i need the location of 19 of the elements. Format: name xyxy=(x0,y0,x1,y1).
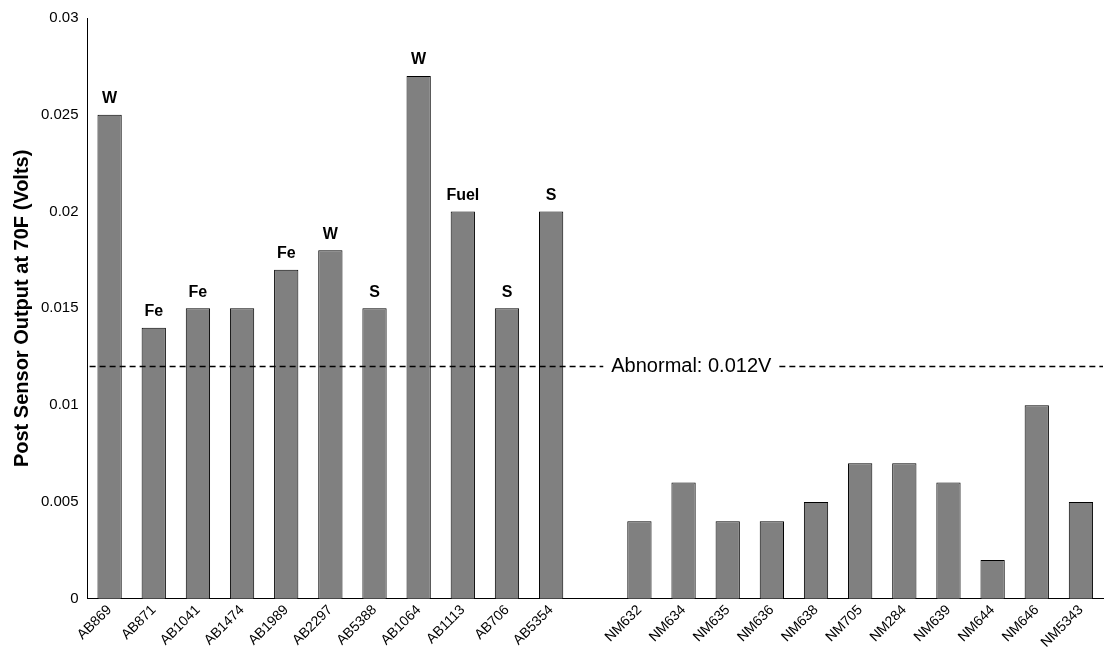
annotation: W xyxy=(102,89,119,107)
annotation: S xyxy=(545,185,557,203)
y-tick-label: 0.025 xyxy=(40,104,79,122)
annotation: S xyxy=(501,282,513,300)
annotation: Fe xyxy=(188,282,208,300)
ref-line-label: Abnormal: 0.012V xyxy=(611,353,773,376)
y-tick-label: 0.015 xyxy=(40,298,79,316)
annotation: Fe xyxy=(276,244,296,262)
annotation: W xyxy=(411,50,428,68)
y-tick-label: 0.005 xyxy=(40,492,79,510)
y-tick-label: 0.03 xyxy=(49,8,79,26)
y-tick-label: 0.02 xyxy=(49,201,79,219)
annotation: Fe xyxy=(144,302,164,320)
annotation: Fuel xyxy=(446,185,480,203)
y-tick-label: 0 xyxy=(70,588,79,606)
annotation: W xyxy=(322,224,339,242)
annotation: S xyxy=(369,282,381,300)
y-tick-label: 0.01 xyxy=(49,395,79,413)
y-axis-title: Post Sensor Output at 70F (Volts) xyxy=(9,149,32,468)
